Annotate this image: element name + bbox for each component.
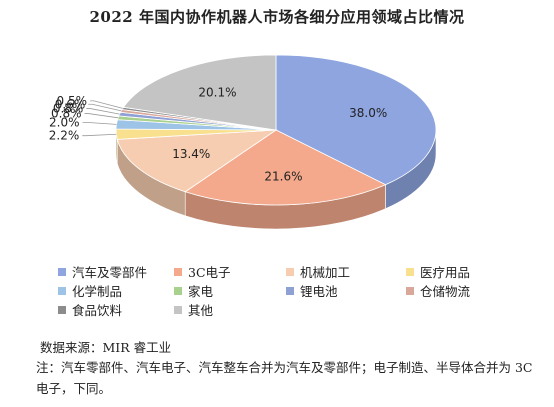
pie-chart: 38.0% 21.6% 13.4% 2.2%2.0%0.8%0.8%0.6%0.5% 2… [49,54,437,230]
data-source: 数据来源：MIR 睿工业 [40,340,172,355]
legend-item-1: 3C电子 [174,262,231,281]
legend-swatch-8 [58,305,66,314]
legend-label-6: 锂电池 [300,284,338,299]
legend-label-1: 3C电子 [188,265,231,280]
legend-label-9: 其他 [188,303,214,318]
legend-swatch-2 [286,267,294,276]
legend-item-0: 汽车及零部件 [58,262,147,281]
data-label-2: 13.4% [172,147,210,161]
legend-label-2: 机械加工 [300,265,351,280]
legend-item-2: 机械加工 [286,262,350,281]
leader-line-7 [88,103,122,112]
legend-label-8: 食品饮料 [72,303,123,318]
legend-item-4: 化学制品 [58,281,122,300]
legend-swatch-4 [58,286,66,295]
legend-swatch-3 [406,267,414,276]
leader-line-6 [86,108,120,115]
legend-item-7: 仓储物流 [406,281,470,300]
legend-swatch-0 [58,267,66,276]
legend-item-3: 医疗用品 [406,262,470,281]
legend-label-7: 仓储物流 [420,284,471,299]
legend-swatch-5 [174,286,182,295]
data-label-7: 0.6% [55,97,86,111]
leader-line-4 [82,121,117,125]
legend-label-0: 汽车及零部件 [72,265,148,280]
legend-item-5: 家电 [174,281,213,300]
leader-line-8 [90,100,123,109]
legend-label-3: 医疗用品 [420,265,471,280]
pie-slice-1 [184,129,387,206]
chart-note: 注：汽车零部件、汽车电子、汽车整车合并为汽车及零部件；电子制造、半导体合并为 3… [36,360,533,396]
data-label-4: 2.0% [49,115,80,129]
legend-item-6: 锂电池 [286,281,338,300]
pie-slice-0 [275,54,437,186]
legend-swatch-1 [174,267,182,276]
leader-line-5 [84,113,119,119]
legend-label-4: 化学制品 [72,284,123,299]
data-label-6: 0.8% [53,102,84,116]
data-label-9: 20.1% [198,85,236,99]
pie-slice-9 [122,54,277,131]
data-label-5: 0.8% [51,107,82,121]
legend-item-8: 食品饮料 [58,300,122,319]
pie-slice-2 [116,129,278,193]
legend-label-5: 家电 [188,284,214,299]
data-label-1: 21.6% [264,169,302,183]
data-label-3: 2.2% [49,129,80,143]
legend-swatch-9 [174,305,182,314]
leader-line-3 [82,133,117,137]
legend-swatch-7 [406,286,414,295]
legend-item-9: 其他 [174,300,213,319]
chart-title: 2022 年国内协作机器人市场各细分应用领域占比情况 [89,8,465,26]
legend-swatch-6 [286,286,294,295]
data-label-8: 0.5% [57,94,88,108]
data-label-0: 38.0% [349,106,387,120]
